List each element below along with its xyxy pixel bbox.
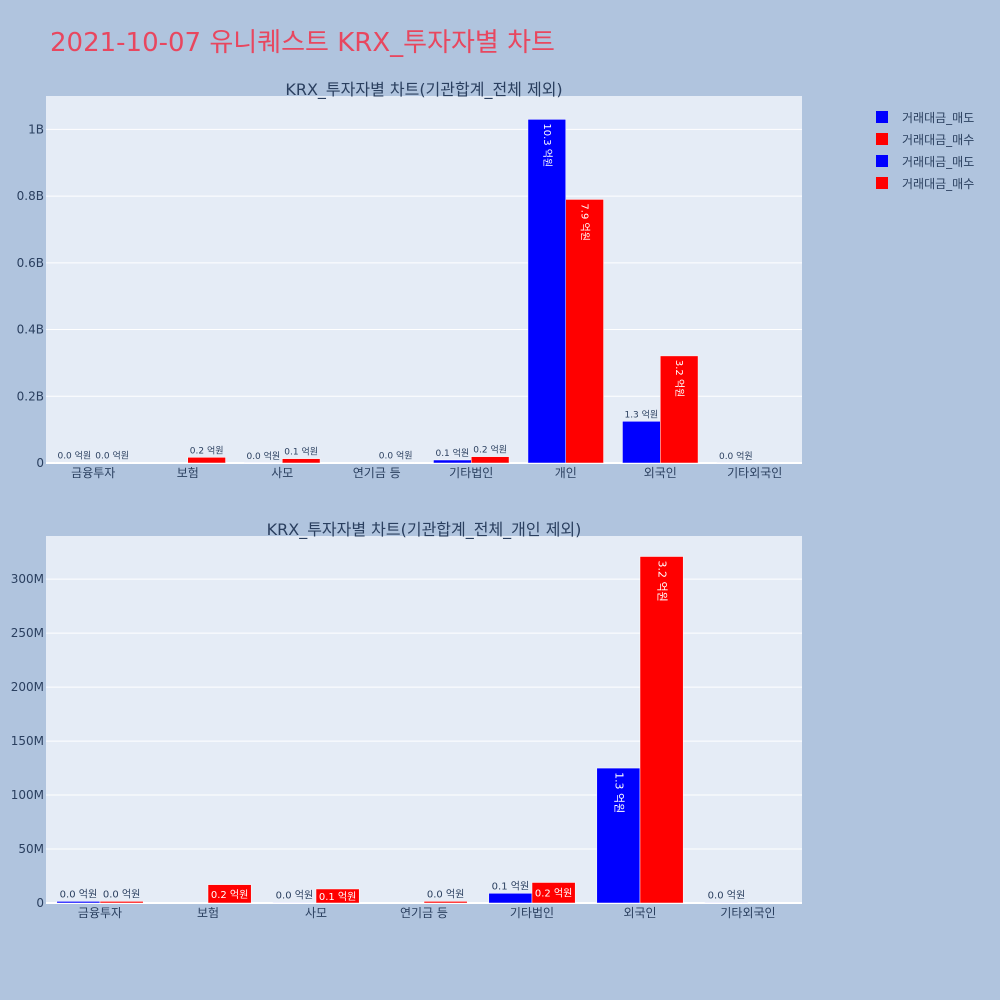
bar-value-label: 0.2 억원 xyxy=(535,888,572,900)
bar-value-label: 0.2 억원 xyxy=(211,889,248,901)
bar-value-label: 3.2 억원 xyxy=(673,360,685,397)
x-tick-label: 사모 xyxy=(271,466,293,480)
x-tick-label: 기타외국인 xyxy=(727,466,782,480)
chart-title: KRX_투자자별 차트(기관합계_전체 제외) xyxy=(285,80,562,100)
bar-value-label: 0.0 억원 xyxy=(276,889,313,901)
bar-value-label: 1.3 억원 xyxy=(624,408,658,420)
y-tick-label: 100M xyxy=(11,788,44,802)
legend-item[interactable]: 거래대금_매도 xyxy=(876,150,974,172)
legend-swatch xyxy=(876,111,888,123)
bar xyxy=(531,882,576,904)
y-tick-label: 200M xyxy=(11,680,44,694)
bar xyxy=(471,456,510,464)
x-tick-label: 금융투자 xyxy=(78,906,122,920)
bar-value-label: 10.3 억원 xyxy=(541,123,553,167)
bar xyxy=(99,901,144,904)
x-tick-label: 연기금 등 xyxy=(400,906,448,920)
page-title: 2021-10-07 유니퀘스트 KRX_투자자별 차트 xyxy=(50,28,555,58)
x-tick-label: 개인 xyxy=(555,466,577,480)
bar xyxy=(187,457,226,464)
y-tick-label: 0 xyxy=(36,456,44,470)
x-tick-label: 기타법인 xyxy=(510,906,554,920)
bar-value-label: 0.0 억원 xyxy=(95,449,129,461)
bar-value-label: 0.2 억원 xyxy=(473,444,507,456)
bar-value-label: 0.1 억원 xyxy=(435,447,469,459)
y-tick-label: 300M xyxy=(11,572,44,586)
x-tick-label: 기타법인 xyxy=(449,466,493,480)
bar xyxy=(315,888,360,904)
bar-value-label: 0.1 억원 xyxy=(284,446,318,458)
bar-value-label: 0.0 억원 xyxy=(379,449,413,461)
bar-value-label: 1.3 억원 xyxy=(612,772,625,813)
x-tick-label: 보험 xyxy=(177,466,199,480)
bar-value-label: 0.1 억원 xyxy=(319,891,356,903)
y-tick-label: 0.2B xyxy=(17,389,44,403)
legend: 거래대금_매도 거래대금_매수 거래대금_매도 거래대금_매수 xyxy=(876,106,974,194)
legend-label: 거래대금_매도 xyxy=(902,154,975,169)
y-tick-label: 0.6B xyxy=(17,256,44,270)
bar xyxy=(282,458,321,464)
bar-value-label: 0.0 억원 xyxy=(103,888,140,900)
y-tick-label: 0.4B xyxy=(17,323,44,337)
bar xyxy=(488,893,533,904)
bar-value-label: 0.1 억원 xyxy=(492,880,529,892)
x-tick-label: 금융투자 xyxy=(71,466,115,480)
y-tick-label: 0.8B xyxy=(17,189,44,203)
bar-value-label: 0.0 억원 xyxy=(708,889,745,901)
bar xyxy=(660,355,699,464)
bar-value-label: 0.0 억원 xyxy=(60,888,97,900)
legend-item[interactable]: 거래대금_매수 xyxy=(876,128,974,150)
chart-title: KRX_투자자별 차트(기관합계_전체_개인 제외) xyxy=(267,520,582,540)
bar-value-label: 7.9 억원 xyxy=(579,203,591,240)
y-tick-label: 1B xyxy=(28,122,44,136)
bar xyxy=(56,901,101,904)
bar xyxy=(244,462,283,464)
bar xyxy=(565,199,604,464)
bar xyxy=(433,459,472,464)
legend-swatch xyxy=(876,133,888,145)
bar xyxy=(93,462,132,464)
legend-item[interactable]: 거래대금_매도 xyxy=(876,106,974,128)
x-tick-label: 연기금 등 xyxy=(353,466,401,480)
y-tick-label: 50M xyxy=(18,842,44,856)
bar xyxy=(639,556,684,904)
bar-value-label: 0.2 억원 xyxy=(190,444,224,456)
x-tick-label: 사모 xyxy=(305,906,327,920)
y-tick-label: 250M xyxy=(11,626,44,640)
bar-value-label: 0.0 억원 xyxy=(57,449,91,461)
x-tick-label: 외국인 xyxy=(644,466,677,480)
bar xyxy=(716,462,756,464)
bar xyxy=(376,462,415,464)
bar-value-label: 0.0 억원 xyxy=(427,888,464,900)
bar xyxy=(596,767,641,904)
legend-swatch xyxy=(876,155,888,167)
plot-area xyxy=(46,536,802,903)
bar-value-label: 3.2 억원 xyxy=(656,561,669,602)
bar xyxy=(207,884,252,904)
legend-swatch xyxy=(876,177,888,189)
legend-label: 거래대금_매수 xyxy=(902,176,975,191)
bar-value-label: 0.0 억원 xyxy=(246,450,280,462)
x-tick-label: 외국인 xyxy=(623,906,656,920)
legend-label: 거래대금_매수 xyxy=(902,132,975,147)
legend-item[interactable]: 거래대금_매수 xyxy=(876,172,974,194)
x-tick-label: 기타외국인 xyxy=(720,906,775,920)
bar xyxy=(527,119,567,464)
y-tick-label: 150M xyxy=(11,734,44,748)
bar xyxy=(622,421,661,464)
bar xyxy=(55,462,94,464)
bar xyxy=(272,902,317,904)
bar xyxy=(423,901,468,904)
x-tick-label: 보험 xyxy=(197,906,219,920)
bar xyxy=(704,902,749,904)
legend-label: 거래대금_매도 xyxy=(902,110,975,125)
bar-value-label: 0.0 억원 xyxy=(719,450,753,462)
y-tick-label: 0 xyxy=(36,896,44,910)
